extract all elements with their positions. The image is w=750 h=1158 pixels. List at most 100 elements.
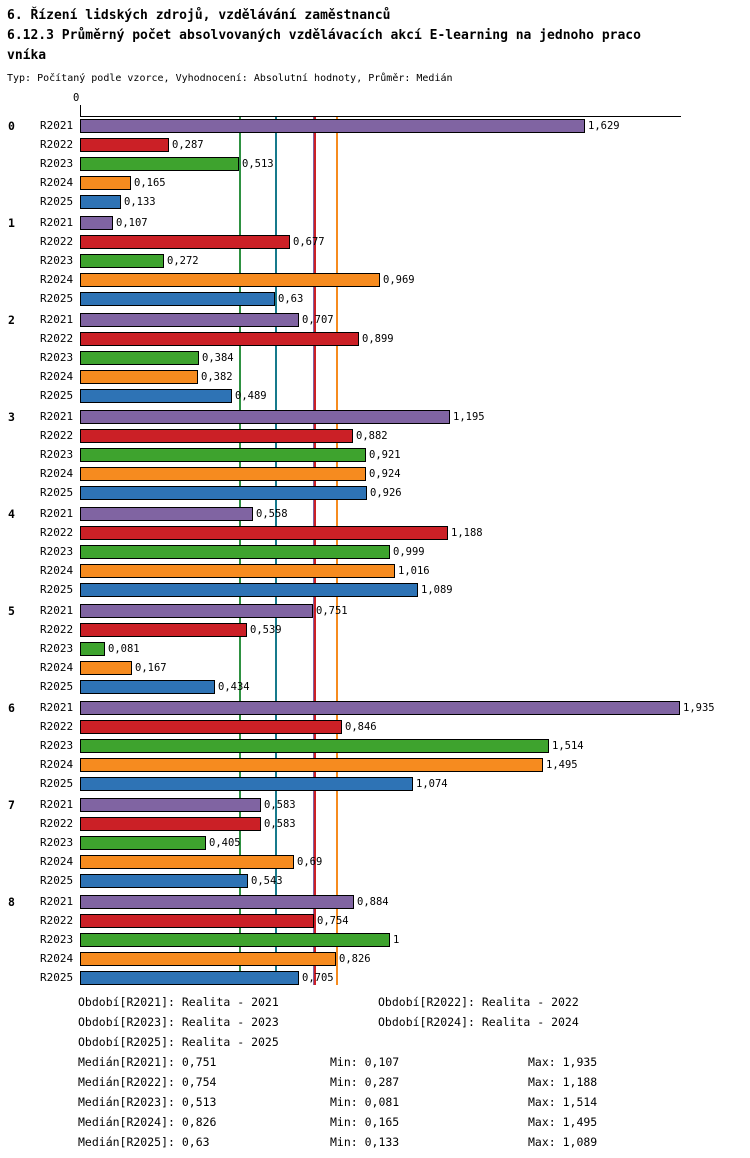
- bar-row-R2024-group-6: R2024 1,495: [0, 755, 750, 774]
- legend-item: Období[R2021]: Realita - 2021: [78, 995, 279, 1009]
- bar-value-label: 0,272: [167, 254, 199, 267]
- bar-value-label: 0,924: [369, 467, 401, 480]
- bar-row-R2025-group-6: R2025 1,074: [0, 774, 750, 793]
- bar-R2025-group-5: [80, 679, 215, 694]
- bar-row-R2023-group-8: R2023 1: [0, 930, 750, 949]
- bar-R2023-group-6: [80, 738, 549, 753]
- legend-row: Období[R2023]: Realita - 2023 Období[R202…: [0, 1013, 750, 1033]
- bar-value-label: 0,382: [201, 370, 233, 383]
- legend-and-stats: Období[R2021]: Realita - 2021 Období[R202…: [0, 993, 750, 1153]
- bar-R2022-group-5: [80, 622, 247, 637]
- bar-row-R2024-group-0: R2024 0,165: [0, 173, 750, 192]
- median-stat: Medián[R2021]: 0,751: [78, 1055, 217, 1069]
- bar-row-R2021-group-8: 8 R2021 0,884: [0, 892, 750, 911]
- bar-R2022-group-1: [80, 234, 290, 249]
- report-title-line-2: 6.12.3 Průměrný počet absolvovaných vzdě…: [7, 28, 641, 43]
- bar-row-R2024-group-4: R2024 1,016: [0, 561, 750, 580]
- bar-R2021-group-1: [80, 215, 113, 230]
- stats-row-R2024: Medián[R2024]: 0,826 Min: 0,165 Max: 1,495: [0, 1113, 750, 1133]
- bar-row-R2024-group-2: R2024 0,382: [0, 367, 750, 386]
- bar-row-R2022-group-5: R2022 0,539: [0, 620, 750, 639]
- series-label: R2025: [40, 486, 74, 499]
- group-label: 2: [8, 312, 15, 327]
- series-label: R2021: [40, 507, 74, 520]
- series-label: R2025: [40, 389, 74, 402]
- series-label: R2024: [40, 661, 74, 674]
- bar-R2024-group-0: [80, 175, 131, 190]
- stats-row-R2023: Medián[R2023]: 0,513 Min: 0,081 Max: 1,514: [0, 1093, 750, 1113]
- bar-row-R2025-group-0: R2025 0,133: [0, 192, 750, 211]
- legend-item: Období[R2023]: Realita - 2023: [78, 1015, 279, 1029]
- series-label: R2024: [40, 855, 74, 868]
- bar-row-R2024-group-3: R2024 0,924: [0, 464, 750, 483]
- series-label: R2023: [40, 836, 74, 849]
- group-label: 8: [8, 894, 15, 909]
- bar-value-label: 1: [393, 933, 400, 946]
- bar-R2024-group-7: [80, 854, 294, 869]
- series-label: R2025: [40, 583, 74, 596]
- bar-value-label: 0,165: [134, 176, 166, 189]
- bar-value-label: 1,514: [552, 739, 584, 752]
- bar-value-label: 0,583: [264, 817, 296, 830]
- bar-R2021-group-6: [80, 700, 680, 715]
- bar-row-R2025-group-8: R2025 0,705: [0, 968, 750, 987]
- bar-value-label: 0,899: [362, 332, 394, 345]
- bar-R2023-group-1: [80, 253, 164, 268]
- bar-value-label: 0,489: [235, 389, 267, 402]
- bar-R2021-group-8: [80, 894, 354, 909]
- bar-row-R2021-group-4: 4 R2021 0,558: [0, 504, 750, 523]
- bar-value-label: 0,751: [316, 604, 348, 617]
- bar-row-R2023-group-0: R2023 0,513: [0, 154, 750, 173]
- bar-row-R2022-group-1: R2022 0,677: [0, 232, 750, 251]
- group-label: 4: [8, 506, 15, 521]
- bar-row-R2022-group-7: R2022 0,583: [0, 814, 750, 833]
- series-label: R2023: [40, 448, 74, 461]
- group-label: 7: [8, 797, 15, 812]
- bar-row-R2023-group-5: R2023 0,081: [0, 639, 750, 658]
- min-stat: Min: 0,107: [330, 1055, 400, 1069]
- bar-value-label: 0,921: [369, 448, 401, 461]
- bar-value-label: 1,629: [588, 119, 620, 132]
- series-label: R2025: [40, 195, 74, 208]
- group-label: 5: [8, 603, 15, 618]
- bar-R2022-group-7: [80, 816, 261, 831]
- x-axis: 0: [0, 92, 750, 116]
- bar-value-label: 1,935: [683, 701, 715, 714]
- series-label: R2021: [40, 701, 74, 714]
- bar-value-label: 0,882: [356, 429, 388, 442]
- stats-row-R2022: Medián[R2022]: 0,754 Min: 0,287 Max: 1,188: [0, 1073, 750, 1093]
- bar-R2022-group-0: [80, 137, 169, 152]
- group-label: 6: [8, 700, 15, 715]
- series-label: R2022: [40, 623, 74, 636]
- series-label: R2025: [40, 292, 74, 305]
- bar-value-label: 0,999: [393, 545, 425, 558]
- bar-value-label: 1,074: [416, 777, 448, 790]
- max-stat: Max: 1,089: [528, 1135, 598, 1149]
- bar-R2021-group-3: [80, 409, 450, 424]
- max-stat: Max: 1,514: [528, 1095, 598, 1109]
- bar-value-label: 1,089: [421, 583, 453, 596]
- bar-R2021-group-5: [80, 603, 313, 618]
- bar-value-label: 0,558: [256, 507, 288, 520]
- x-axis-line: [80, 116, 681, 117]
- bar-row-R2025-group-5: R2025 0,434: [0, 677, 750, 696]
- bar-R2025-group-4: [80, 582, 418, 597]
- series-label: R2023: [40, 545, 74, 558]
- bar-group-0: 0 R2021 1,629 R2022 0,287 R2023 0,513 R2024 0,16…: [0, 116, 750, 211]
- bar-R2023-group-0: [80, 156, 239, 171]
- bar-row-R2022-group-8: R2022 0,754: [0, 911, 750, 930]
- bar-R2025-group-8: [80, 970, 299, 985]
- bar-R2025-group-2: [80, 388, 232, 403]
- bar-value-label: 0,513: [242, 157, 274, 170]
- bar-R2022-group-8: [80, 913, 314, 928]
- bar-group-2: 2 R2021 0,707 R2022 0,899 R2023 0,384 R2024 0,38…: [0, 310, 750, 405]
- bar-group-7: 7 R2021 0,583 R2022 0,583 R2023 0,405 R2024 0,69…: [0, 795, 750, 890]
- bar-value-label: 0,69: [297, 855, 323, 868]
- bar-R2022-group-4: [80, 525, 448, 540]
- bar-value-label: 1,016: [398, 564, 430, 577]
- series-label: R2022: [40, 235, 74, 248]
- bar-row-R2023-group-2: R2023 0,384: [0, 348, 750, 367]
- bar-R2021-group-2: [80, 312, 299, 327]
- series-label: R2023: [40, 642, 74, 655]
- series-label: R2024: [40, 273, 74, 286]
